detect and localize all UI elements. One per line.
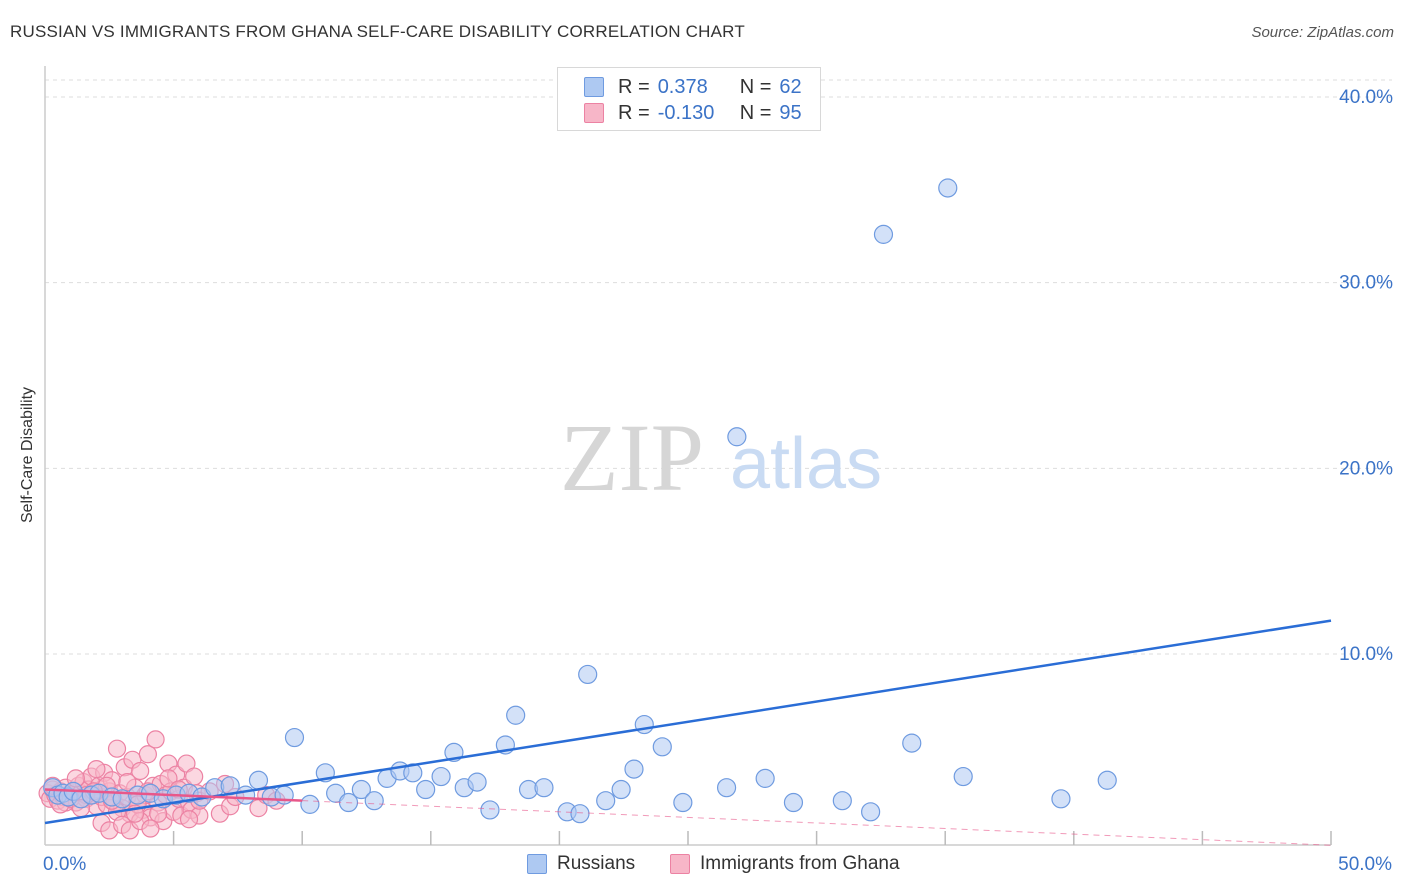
russians-point — [467, 772, 487, 792]
russians-point — [861, 802, 881, 822]
russians-legend-swatch — [527, 854, 547, 874]
russians-point — [624, 759, 644, 779]
y-axis-label: Self-Care Disability — [19, 386, 36, 524]
russians-point — [431, 766, 451, 787]
russians-point — [416, 779, 436, 800]
ghana-point — [185, 767, 204, 786]
russians-point — [953, 766, 973, 787]
ghana-legend-swatch — [670, 854, 690, 874]
russians-point — [902, 733, 922, 753]
ghana-point — [146, 730, 165, 749]
russians-point — [1051, 789, 1071, 809]
russians-point — [832, 791, 852, 811]
russians-r-value: 0.378 — [657, 75, 708, 98]
trend-layer — [44, 619, 1332, 846]
ghana-trend-extension — [302, 800, 1332, 846]
r-label: R = — [618, 75, 650, 98]
russians-point — [300, 794, 320, 814]
ghana-point — [159, 769, 178, 788]
russians-point — [534, 778, 554, 798]
russians-point — [284, 727, 305, 748]
points-layer — [38, 178, 1117, 840]
russians-trend-line — [44, 619, 1332, 825]
russians-point — [506, 705, 526, 725]
chart-title: RUSSIAN VS IMMIGRANTS FROM GHANA SELF-CA… — [10, 22, 745, 41]
x-tick-label: 0.0% — [43, 854, 86, 875]
ghana-point — [87, 760, 106, 779]
russians-point — [480, 800, 500, 820]
y-tick-label: 10.0% — [1339, 644, 1393, 665]
watermark-atlas: atlas — [730, 424, 882, 504]
russians-point — [673, 792, 693, 813]
ghana-point — [131, 761, 150, 781]
grid-layer — [45, 79, 1392, 655]
y-tick-label: 30.0% — [1339, 273, 1393, 294]
russians-point — [727, 427, 747, 447]
ghana-swatch — [584, 103, 604, 123]
ghana-r-value: -0.130 — [657, 101, 715, 124]
russians-point — [248, 770, 269, 790]
axis-layer: 10.0% 20.0% 30.0% 40.0% 0.0% 50.0% — [43, 66, 1393, 875]
n-label: N = — [739, 75, 772, 98]
y-tick-label: 20.0% — [1339, 458, 1393, 479]
ghana-n-value: 95 — [779, 101, 802, 124]
ghana-point — [141, 819, 160, 838]
russians-point — [938, 178, 958, 198]
ghana-point — [118, 773, 137, 792]
russians-point — [873, 224, 894, 244]
russians-point — [755, 768, 775, 788]
legend-row-russians: R = 0.378 N = 62 — [584, 75, 802, 99]
russians-point — [652, 737, 672, 757]
ghana-legend-label: Immigrants from Ghana — [700, 853, 900, 874]
watermark-zip: ZIP — [560, 404, 704, 511]
russians-legend-label: Russians — [557, 853, 636, 874]
n-label: N = — [739, 101, 772, 124]
russians-swatch — [584, 77, 604, 97]
ghana-point — [179, 810, 199, 829]
russians-point — [596, 791, 616, 811]
russians-n-value: 62 — [779, 75, 802, 98]
russians-point — [716, 778, 737, 798]
russians-point — [364, 791, 384, 811]
ghana-point — [107, 739, 127, 758]
legend-row-ghana: R = -0.130 N = 95 — [584, 101, 802, 125]
x-tick-label: 50.0% — [1338, 854, 1392, 875]
bottom-legend-ghana[interactable]: Immigrants from Ghana — [670, 852, 900, 876]
russians-point — [1097, 770, 1117, 790]
correlation-legend: R = 0.378 N = 62 R = -0.130 N = 95 — [557, 67, 821, 131]
r-label: R = — [618, 101, 650, 124]
ghana-trend-line — [44, 788, 303, 802]
source-label: Source: ZipAtlas.com — [1251, 24, 1394, 41]
russians-point — [351, 779, 371, 800]
y-tick-label: 40.0% — [1339, 87, 1393, 108]
bottom-legend-russians[interactable]: Russians — [527, 852, 635, 876]
ghana-point — [138, 745, 157, 764]
russians-point — [611, 779, 631, 800]
russians-point — [570, 804, 590, 824]
russians-point — [783, 792, 804, 813]
watermark: ZIP atlas — [560, 404, 882, 511]
russians-point — [578, 664, 598, 685]
russians-point — [236, 785, 256, 805]
